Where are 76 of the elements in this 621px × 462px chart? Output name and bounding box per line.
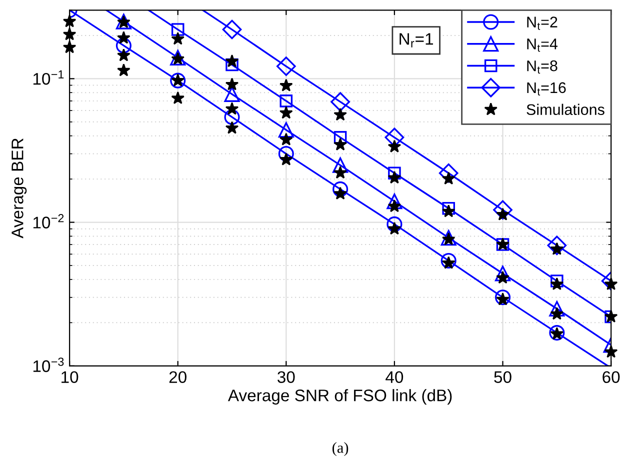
- point: [388, 140, 402, 152]
- point: [388, 170, 402, 184]
- point: [226, 58, 238, 72]
- point: [332, 181, 348, 197]
- point: [493, 200, 512, 220]
- point: [550, 307, 564, 320]
- y-tick-label: 10$^{−3}$: [33, 358, 64, 372]
- point: [225, 121, 239, 134]
- legend-label: N$_{t}$=16: [527, 82, 566, 96]
- point: [494, 266, 511, 282]
- point: [334, 166, 347, 179]
- legend-label: N$_{t}$=2: [527, 16, 558, 30]
- point: [116, 38, 132, 54]
- point: [334, 108, 347, 121]
- point: [550, 277, 564, 290]
- point: [225, 102, 239, 115]
- point: [280, 94, 293, 108]
- x-tick-label: 40: [386, 371, 404, 384]
- point: [496, 292, 510, 306]
- point: [171, 91, 184, 104]
- point: [222, 20, 242, 40]
- point: [62, 14, 76, 28]
- x-tick-label: 10: [62, 371, 78, 384]
- y-tick-label: 10$^{−1}$: [33, 70, 64, 85]
- legend-label: Simulations: [526, 104, 604, 116]
- point: [388, 166, 401, 180]
- point: [442, 204, 456, 218]
- point: [280, 106, 293, 119]
- point: [171, 23, 184, 36]
- point: [330, 92, 350, 112]
- point: [604, 277, 618, 290]
- point: [604, 310, 618, 322]
- legend-label: N$_{t}$=8: [527, 60, 558, 74]
- point: [388, 222, 402, 235]
- point: [117, 31, 130, 44]
- x-tick-label: 60: [602, 371, 620, 384]
- point: [225, 54, 239, 68]
- point: [442, 256, 456, 269]
- point: [280, 152, 293, 166]
- point: [62, 40, 76, 54]
- point: [438, 163, 458, 183]
- point: [547, 236, 567, 256]
- point: [280, 78, 293, 92]
- y-axis-title: Average BER: [12, 138, 27, 238]
- x-tick-label: 30: [278, 371, 295, 384]
- point: [440, 252, 456, 269]
- point: [276, 56, 296, 76]
- y-tick-label: 10$^{−2}$: [33, 214, 64, 228]
- point: [225, 78, 239, 90]
- point: [334, 138, 347, 150]
- point: [549, 300, 565, 317]
- point: [117, 64, 130, 76]
- point: [334, 186, 347, 200]
- point: [388, 199, 402, 212]
- point: [334, 131, 347, 144]
- x-tick-label: 20: [169, 371, 186, 384]
- point: [604, 345, 618, 358]
- point: [278, 122, 294, 138]
- x-tick-label: 50: [494, 371, 512, 384]
- point: [494, 290, 511, 306]
- point: [442, 202, 455, 215]
- point: [332, 157, 348, 173]
- point: [386, 216, 402, 232]
- point: [171, 32, 184, 45]
- point: [224, 109, 240, 125]
- text: (a): [332, 442, 348, 456]
- point: [117, 48, 130, 62]
- point: [62, 28, 76, 40]
- point: [278, 146, 294, 162]
- point: [280, 132, 293, 146]
- annotation: N$_{r}$=1: [400, 33, 433, 48]
- point: [224, 86, 240, 102]
- point: [550, 274, 564, 288]
- point: [386, 194, 402, 210]
- legend-label: N$_{t}$=4: [527, 38, 558, 52]
- x-axis-title: Average SNR of FSO link (dB): [228, 389, 452, 405]
